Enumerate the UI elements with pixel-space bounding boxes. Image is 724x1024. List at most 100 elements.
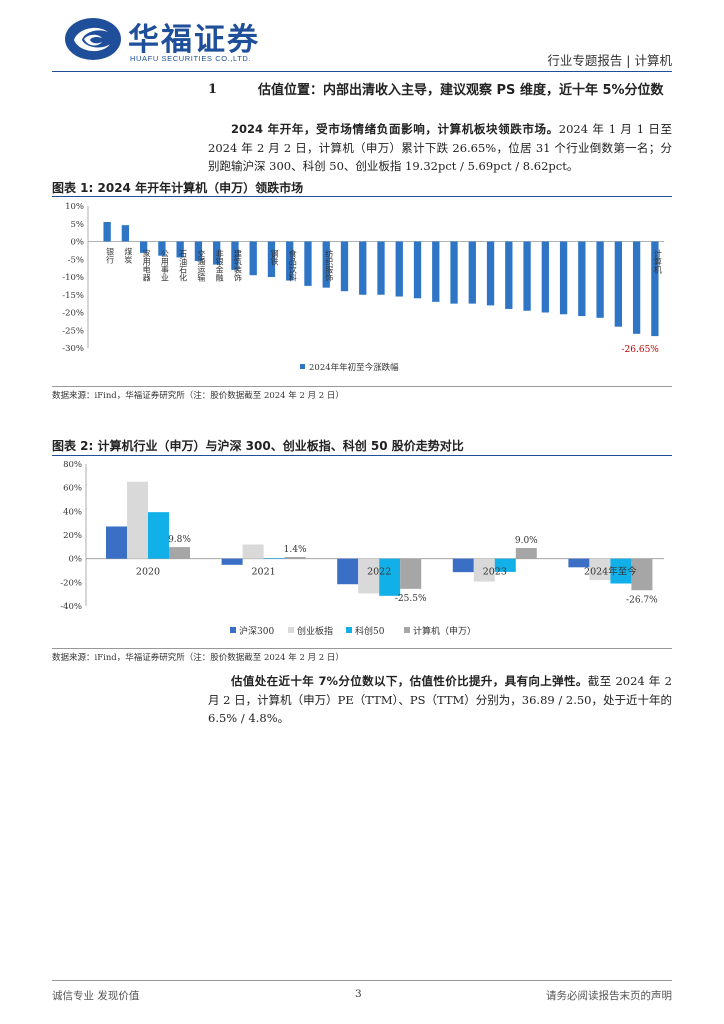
figure-2-chart: 80% 60% 40% 20% 0% -20% -40% 2020 9.8% 2021 1.4% 20… (60, 460, 664, 637)
bar (340, 241, 349, 292)
legend-swatch (346, 627, 352, 633)
legend-label: 沪深300 (239, 625, 274, 637)
bar (651, 241, 659, 337)
section-number: 1 (208, 82, 218, 97)
bar (559, 241, 568, 315)
x-tick-label: 2020 (136, 567, 160, 578)
y-tick-label: 20% (63, 531, 82, 541)
x-tick-label: 煤炭 (124, 247, 133, 265)
bar (359, 241, 367, 295)
bar (249, 241, 257, 276)
bar (610, 558, 632, 584)
legend-label: 2024年年初至今涨跌幅 (309, 362, 399, 373)
bar (450, 241, 458, 304)
y-tick-label: -15% (62, 291, 84, 301)
bar (596, 241, 604, 318)
data-label: -25.5% (395, 594, 427, 604)
figure-1-source-rule (52, 386, 672, 387)
bar (106, 526, 127, 559)
data-label: -26.7% (626, 595, 658, 605)
legend-swatch (300, 364, 305, 369)
x-tick-label: 食品饮料 (288, 249, 297, 283)
x-tick-label: 纺织服饰 (325, 249, 334, 283)
figure-1-title: 图表 1: 2024 年开年计算机（申万）领跌市场 (52, 181, 304, 195)
x-tick-label: 建筑装饰 (233, 249, 242, 283)
bar (267, 241, 276, 277)
legend-swatch (230, 627, 236, 633)
bar (505, 241, 513, 309)
bar (523, 241, 531, 311)
bar (221, 558, 243, 565)
bar (148, 512, 169, 559)
footer-slogan: 诚信专业 发现价值 (52, 990, 140, 1002)
bar (632, 241, 641, 334)
x-tick-label: 计算机 (653, 249, 662, 275)
figure-2-title: 图表 2: 计算机行业（申万）与沪深 300、创业板指、科创 50 股价走势对比 (52, 439, 464, 453)
figure-1-source: 数据来源：iFind，华福证券研究所（注：股价数据截至 2024 年 2 月 2… (52, 391, 344, 401)
header-divider (52, 71, 672, 72)
legend-swatch (288, 627, 294, 633)
bar (358, 558, 380, 594)
x-tick-label: 石油石化 (179, 250, 188, 283)
bar (121, 225, 130, 242)
bar (158, 241, 166, 256)
y-tick-label: -20% (62, 309, 84, 319)
paragraph-1: 2024 年开年，受市场情绪负面影响，计算机板块领跌市场。2024 年 1 月 … (208, 120, 672, 176)
x-tick-label: 银行 (106, 247, 115, 265)
bar (379, 558, 401, 596)
bar (395, 241, 403, 297)
bar (284, 557, 306, 559)
x-tick-label: 2023 (483, 567, 507, 578)
bar (127, 481, 148, 559)
report-type: 行业专题报告 | 计算机 (547, 53, 672, 68)
huafu-logo-icon (65, 18, 121, 60)
x-tick-label: 钢铁 (270, 249, 279, 267)
y-tick-label: -10% (62, 273, 84, 283)
section-title: 估值位置：内部出清收入主导，建议观察 PS 维度，近十年 5%分位数 (258, 83, 664, 98)
bar (194, 241, 203, 262)
bar (631, 558, 653, 591)
paragraph-1-text: 2024 年 1 月 1 日至 2024 年 2 月 2 日，计算机（申万）累计… (208, 122, 672, 173)
y-tick-label: 5% (71, 220, 85, 230)
bar (452, 558, 474, 573)
bar (176, 241, 184, 258)
bar (432, 241, 440, 302)
bar (213, 241, 221, 265)
bar (242, 544, 264, 559)
data-label: 9.8% (168, 535, 191, 545)
bar (231, 241, 239, 270)
y-tick-label: 40% (63, 507, 82, 517)
bar (568, 558, 590, 568)
y-tick-label: 60% (63, 484, 82, 494)
bar (169, 547, 190, 559)
figure-1-rule (52, 196, 672, 197)
bar (515, 548, 537, 559)
bar (139, 241, 148, 253)
footer-disclaimer: 请务必阅读报告末页的声明 (546, 990, 672, 1002)
bar (103, 221, 111, 242)
bar (589, 558, 611, 581)
bar (322, 241, 330, 288)
y-tick-label: 10% (65, 202, 84, 212)
y-tick-label: -40% (60, 602, 82, 612)
data-label: 1.4% (284, 545, 307, 555)
x-tick-label: 2024年至今 (584, 566, 637, 578)
y-tick-label: -25% (62, 326, 84, 336)
bar (473, 558, 495, 582)
figure-2-source-rule (52, 648, 672, 649)
logo-chinese: 华福证券 (128, 22, 260, 58)
bar (413, 241, 422, 299)
bar (263, 558, 285, 559)
bar (541, 241, 549, 313)
x-tick-label: 公用事业 (160, 250, 169, 282)
y-tick-label: 0% (69, 555, 83, 565)
figure-1-chart: 10% 5% 0% -5% -10% -15% -20% -25% -30% 银行 煤炭 家用电器 公用… (62, 202, 664, 373)
bar (486, 241, 495, 306)
bar (468, 241, 476, 304)
x-tick-label: 非银金融 (215, 249, 224, 283)
paragraph-2-text: 截至 2024 年 2 月 2 日，计算机（申万）PE（TTM）、PS（TTM）… (208, 674, 672, 725)
legend-label: 创业板指 (297, 625, 333, 637)
data-label: 9.0% (515, 536, 538, 546)
paragraph-2: 估值处在近十年 7%分位数以下，估值性价比提升，具有向上弹性。截至 2024 年… (208, 672, 672, 728)
bar (377, 241, 385, 295)
